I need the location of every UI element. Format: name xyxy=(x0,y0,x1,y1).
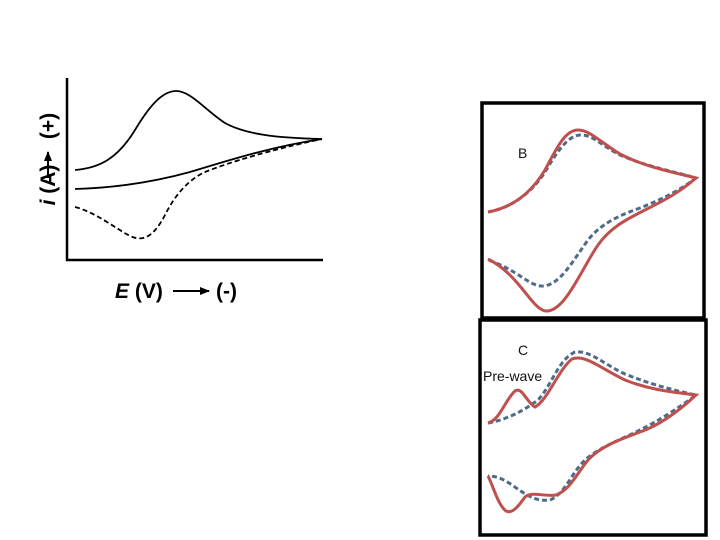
panel-b: B xyxy=(480,101,706,320)
panel-a-forward-peak-trace xyxy=(74,90,323,171)
panel-a-axes xyxy=(65,78,323,262)
pre-wave-annotation: Pre-wave xyxy=(483,368,542,384)
panel-c-red-trace xyxy=(486,356,700,514)
panel-a-y-axis-label: i (A) xyxy=(37,165,60,206)
y-axis-direction-label: (+) xyxy=(37,113,60,139)
panel-a: i (A) (+) E (V) (-) xyxy=(37,78,323,303)
panel-c: C Pre-wave xyxy=(478,318,708,537)
x-axis-direction-label: (-) xyxy=(216,280,237,303)
panel-a-x-axis-label: E (V) xyxy=(115,280,163,303)
panel-c-label: C xyxy=(518,342,528,358)
panel-a-baseline-trace xyxy=(74,138,323,190)
panel-b-label: B xyxy=(518,145,527,161)
y-axis-label-rest: (A) xyxy=(37,165,60,200)
y-axis-label-italic: i xyxy=(37,198,60,205)
panel-a-reverse-dashed-trace xyxy=(74,138,323,240)
panel-c-frame xyxy=(478,318,708,537)
svg-text:(+): (+) xyxy=(37,113,60,139)
svg-text:i (A): i (A) xyxy=(37,165,60,206)
panel-b-frame xyxy=(480,101,706,320)
panel-b-red-trace xyxy=(487,128,700,313)
